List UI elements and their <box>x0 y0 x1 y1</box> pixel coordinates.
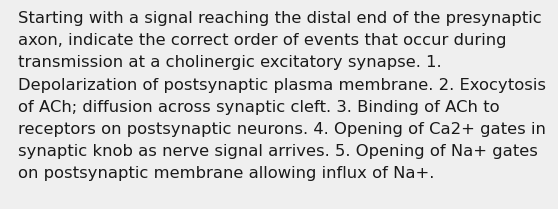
Text: receptors on postsynaptic neurons. 4. Opening of Ca2+ gates in: receptors on postsynaptic neurons. 4. Op… <box>18 122 546 137</box>
Text: Starting with a signal reaching the distal end of the presynaptic: Starting with a signal reaching the dist… <box>18 11 542 26</box>
Text: on postsynaptic membrane allowing influx of Na+.: on postsynaptic membrane allowing influx… <box>18 166 434 181</box>
Text: of ACh; diffusion across synaptic cleft. 3. Binding of ACh to: of ACh; diffusion across synaptic cleft.… <box>18 100 499 115</box>
Text: transmission at a cholinergic excitatory synapse. 1.: transmission at a cholinergic excitatory… <box>18 55 441 70</box>
Text: synaptic knob as nerve signal arrives. 5. Opening of Na+ gates: synaptic knob as nerve signal arrives. 5… <box>18 144 538 159</box>
Text: Depolarization of postsynaptic plasma membrane. 2. Exocytosis: Depolarization of postsynaptic plasma me… <box>18 78 546 93</box>
Text: axon, indicate the correct order of events that occur during: axon, indicate the correct order of even… <box>18 33 507 48</box>
